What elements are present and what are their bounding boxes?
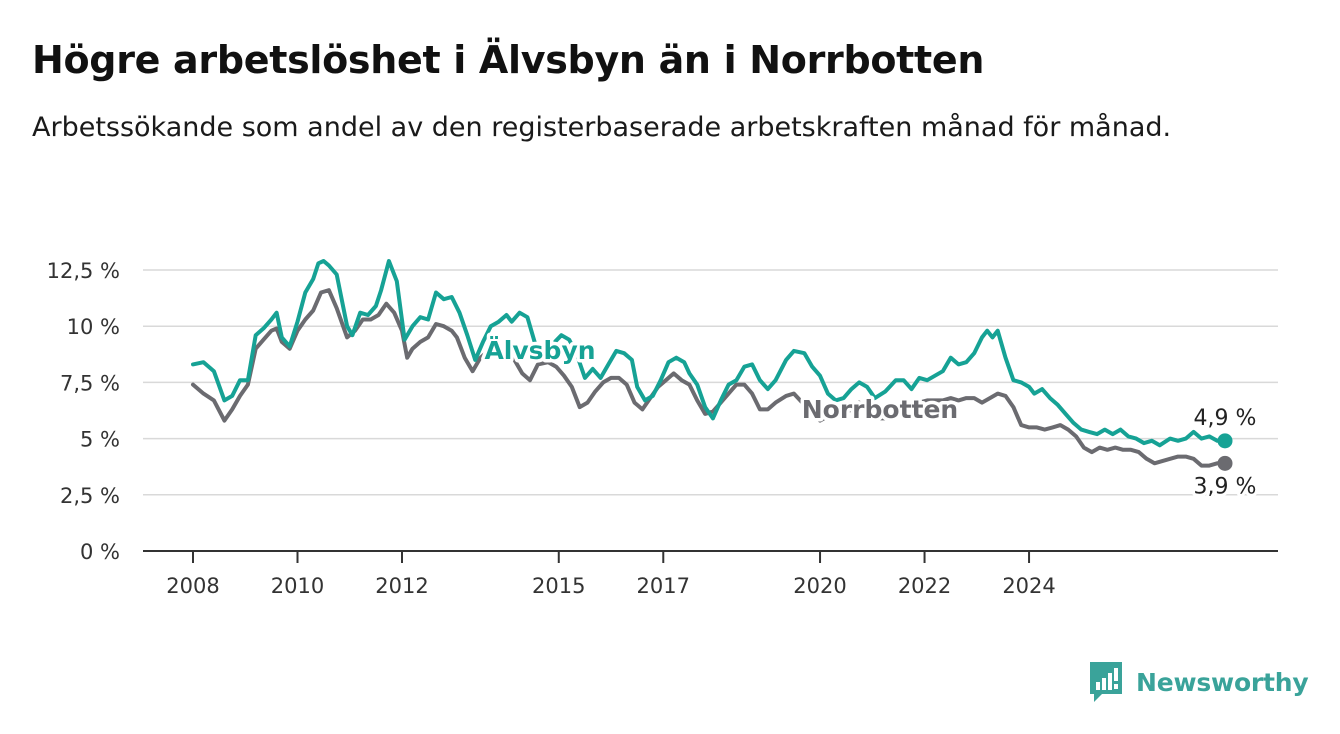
x-tick-label: 2022 <box>898 574 951 598</box>
y-tick-label: 5 % <box>80 428 120 452</box>
newsworthy-logo-icon <box>1090 662 1122 702</box>
x-axis: 2008 2010 2012 2015 2017 2020 2022 2024 <box>143 550 1278 598</box>
series-lines <box>191 259 1233 471</box>
x-tick-label: 2015 <box>532 574 585 598</box>
newsworthy-logo-text: Newsworthy <box>1136 667 1309 697</box>
y-tick-label: 10 % <box>67 315 120 339</box>
x-tick-label: 2017 <box>637 574 690 598</box>
series-end-value-label: 3,9 % <box>1194 474 1257 499</box>
x-tick-label: 2024 <box>1002 574 1055 598</box>
y-tick-label: 2,5 % <box>60 484 120 508</box>
x-tick-label: 2012 <box>375 574 428 598</box>
series-end-value-label: 4,9 % <box>1194 406 1257 431</box>
series-labels: Älvsbyn Norrbotten 4,9 % 3,9 % <box>481 332 1259 503</box>
newsworthy-logo: Newsworthy <box>1088 660 1309 704</box>
series-end-point <box>1217 455 1233 471</box>
gridlines <box>143 269 1278 496</box>
y-tick-label: 12,5 % <box>47 259 120 283</box>
series-line-lvsbyn <box>191 259 1227 448</box>
x-tick-label: 2008 <box>166 574 219 598</box>
y-tick-label: 0 % <box>80 540 120 564</box>
series-name-label: Norrbotten <box>802 395 958 424</box>
y-tick-label: 7,5 % <box>60 371 120 395</box>
series-name-label: Älvsbyn <box>484 335 595 365</box>
y-axis: 0 % 2,5 % 5 % 7,5 % 10 % 12,5 % <box>47 259 120 564</box>
x-tick-label: 2010 <box>271 574 324 598</box>
chart-title: Högre arbetslöshet i Älvsbyn än i Norrbo… <box>32 38 985 82</box>
x-tick-label: 2020 <box>793 574 846 598</box>
chart-subtitle: Arbetssökande som andel av den registerb… <box>32 112 1172 143</box>
series-end-point <box>1217 433 1233 449</box>
series-line-norrbotten <box>191 288 1227 468</box>
